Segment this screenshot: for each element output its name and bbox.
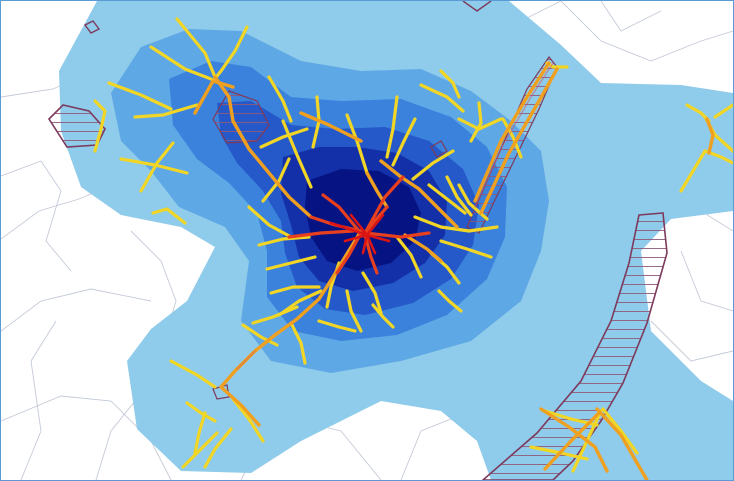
- hatched-polygon-small-northwest: [83, 20, 101, 34]
- hatched-polygon-northwest: [212, 90, 270, 144]
- density-level-6: [305, 169, 421, 271]
- density-surface: [59, 1, 733, 480]
- hatched-polygon-small-east: [430, 140, 448, 158]
- hatched-polygon-west: [47, 104, 106, 148]
- network-segments: [93, 17, 733, 480]
- hatched-polygon-southeast: [481, 212, 668, 480]
- hatched-polygon-top: [462, 1, 492, 12]
